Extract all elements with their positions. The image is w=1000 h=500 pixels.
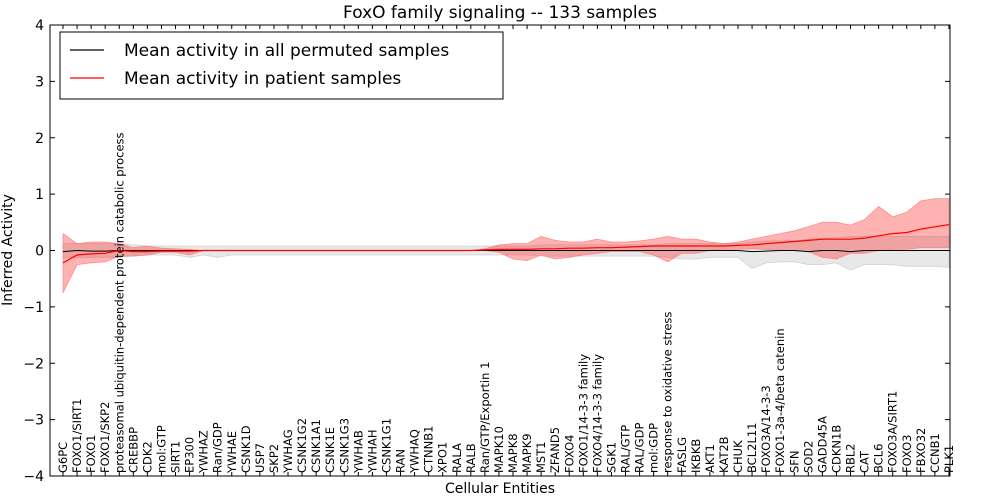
x-category-label: FOXO1/SKP2 [98,402,112,473]
x-category-label: FBXO32 [914,428,928,473]
x-category-label: FOXO1/SIRT1 [70,398,84,473]
y-tick-label: −2 [23,356,44,372]
x-category-label: CSNK1G1 [379,418,393,473]
x-category-label: FOXO1/14-3-3 family [576,354,590,473]
x-category-label: RBL2 [844,443,858,473]
permuted-range-band [62,236,950,271]
x-category-label: CSNK1D [239,425,253,473]
x-category-label: EP300 [183,437,197,473]
y-tick-label: 4 [35,18,44,34]
x-category-label: mol:GDP [647,423,661,473]
x-axis-category-labels: G6PC FOXO1/SIRT1 FOXO1 FOXO1/SKP2 proteasoma… [56,25,956,476]
x-category-label: SGK1 [604,442,618,473]
x-category-label: XPO1 [436,442,450,473]
legend: Mean activity in all permuted samples Mea… [59,31,504,100]
y-tick-label: 1 [35,187,44,203]
x-category-label: CREBBP [126,427,140,473]
x-category-label: MAPK10 [492,426,506,473]
x-category-label: PLK1 [942,445,956,473]
x-category-label: USP7 [253,443,267,473]
x-category-label: FOXO1-3a-4/beta catenin [773,328,787,473]
x-category-label: RALA [450,443,464,473]
x-category-label: YWHAH [365,429,379,474]
x-category-label: Ran/GDP [211,422,225,473]
x-category-label: CTNNB1 [422,426,436,473]
y-tick-label: 2 [35,131,44,147]
x-category-label: CDK2 [140,441,154,473]
x-category-label: CSNK1A1 [309,419,323,473]
y-tick-label: −1 [23,300,44,316]
x-category-label: FOXO4 [562,435,576,473]
x-category-label: YWHAE [225,431,239,474]
x-category-label: CCNB1 [928,433,942,473]
x-category-label: FOXO4/14-3-3 family [590,354,604,473]
x-category-label: CSNK1E [323,427,337,473]
y-tick-label: −3 [23,413,44,429]
y-tick-label: 3 [35,74,44,90]
legend-entry-label: Mean activity in patient samples [124,69,401,89]
x-category-label: RAL/GDP [633,423,647,473]
x-category-label: YWHAG [281,429,295,474]
x-category-label: ZFAND5 [548,427,562,473]
x-category-label: SOD2 [801,440,815,473]
x-category-label: MST1 [534,441,548,473]
x-category-label: BCL6 [872,444,886,473]
x-category-label: RAN [394,449,408,473]
x-axis-label: Cellular Entities [445,481,555,497]
x-category-label: MAPK9 [520,433,534,473]
x-category-label: AKT1 [703,444,717,473]
x-category-label: Ran/GTP/Exportin 1 [478,362,492,473]
x-category-label: SFN [787,450,801,473]
x-category-label: FASLG [675,437,689,473]
x-category-label: SKP2 [267,444,281,473]
chart-title: FoxO family signaling -- 133 samples [343,3,657,23]
y-axis-label: Inferred Activity [0,194,16,306]
y-tick-label: −4 [23,469,44,485]
x-category-label: YWHAZ [197,430,211,474]
x-category-label: CHUK [731,440,745,473]
x-category-label: FOXO3 [900,435,914,473]
x-category-label: FOXO3A/14-3-3 [759,385,773,473]
x-category-label: CSNK1G2 [295,418,309,473]
legend-box [59,31,504,100]
x-category-label: RALB [464,443,478,473]
x-category-label: CSNK1G3 [337,418,351,473]
x-category-label: proteasomal ubiquitin-dependent protein … [112,132,126,473]
x-category-label: BCL2L11 [745,423,759,473]
x-category-label: RAL/GTP [619,425,633,473]
x-category-label: G6PC [56,442,70,473]
x-category-label: CDKN1B [829,425,843,473]
x-category-label: IKBKB [689,439,703,473]
x-category-label: MAPK8 [506,433,520,473]
legend-entry-label: Mean activity in all permuted samples [124,41,449,61]
x-category-label: SIRT1 [169,441,183,473]
x-category-label: FOXO3A/SIRT1 [886,391,900,473]
x-category-label: CAT [858,450,872,473]
y-tick-label: 0 [35,244,44,260]
x-category-label: mol:GTP [154,425,168,473]
x-category-label: YWHAB [351,430,365,474]
patient-mean-line [62,224,949,264]
x-category-label: FOXO1 [84,435,98,473]
x-category-label: response to oxidative stress [661,312,675,473]
x-category-label: YWHAQ [408,429,422,474]
y-axis-ticks: −4 −3 −2 −1 0 1 2 3 4 [23,18,950,485]
x-category-label: KAT2B [717,436,731,473]
x-category-label: GADD45A [815,416,829,473]
